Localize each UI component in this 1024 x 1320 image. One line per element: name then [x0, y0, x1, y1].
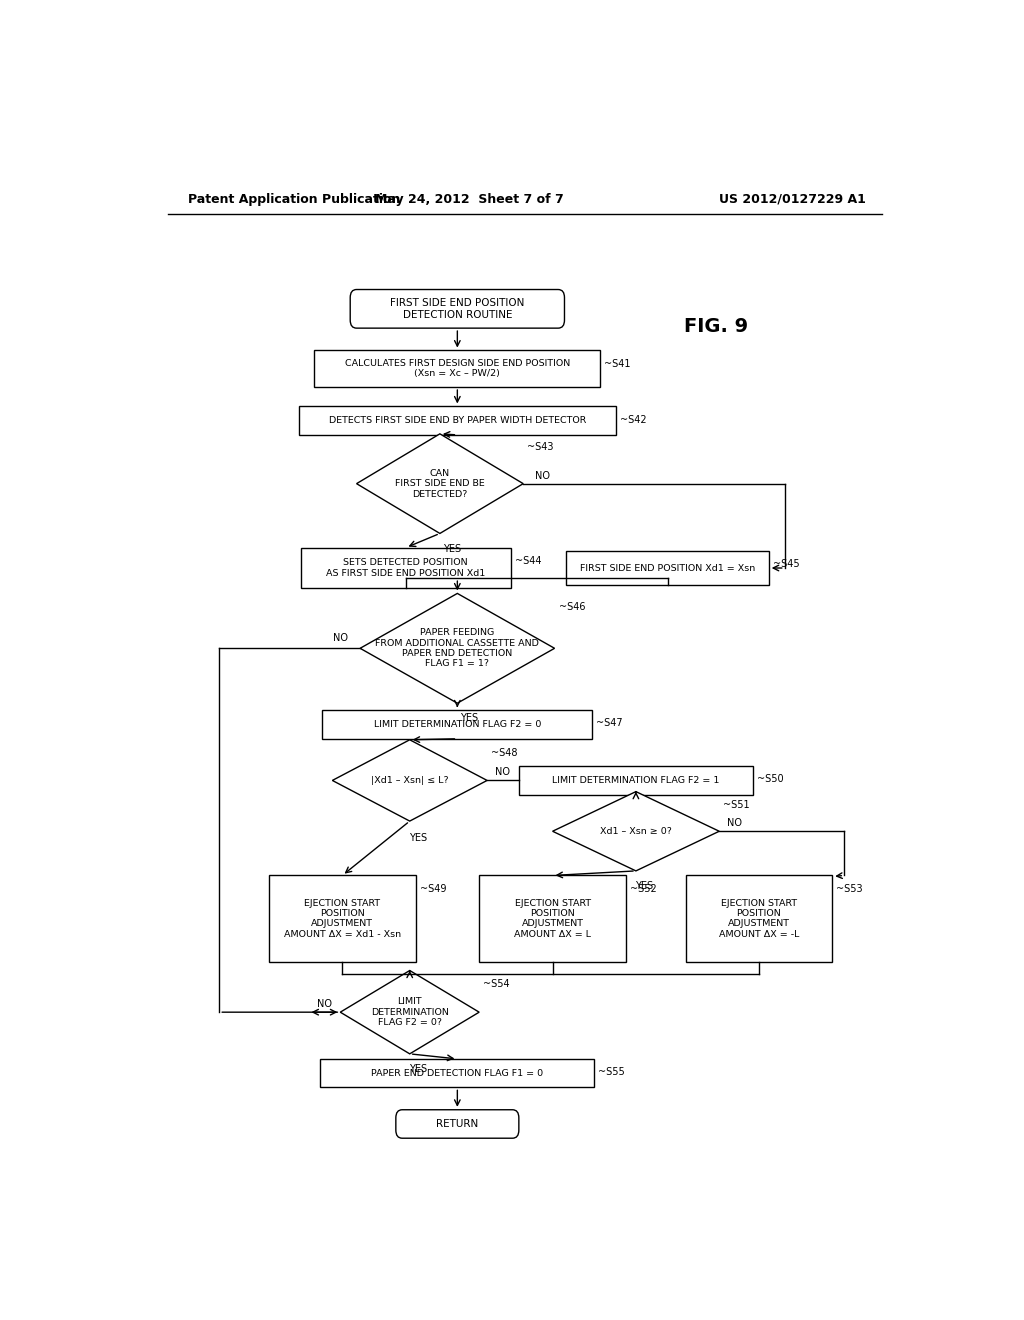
Text: NO: NO	[536, 470, 550, 480]
Polygon shape	[333, 739, 487, 821]
Text: YES: YES	[409, 1064, 427, 1074]
Text: ~S49: ~S49	[420, 883, 446, 894]
Bar	[566, 550, 769, 585]
Polygon shape	[360, 594, 555, 704]
Bar	[323, 710, 592, 739]
Text: ~S46: ~S46	[558, 602, 585, 611]
Text: YES: YES	[409, 833, 427, 843]
Text: ~S48: ~S48	[492, 748, 517, 758]
Text: ~S42: ~S42	[620, 414, 647, 425]
Text: ~S47: ~S47	[596, 718, 623, 729]
Text: NO: NO	[333, 634, 348, 643]
Bar	[314, 351, 600, 387]
Text: US 2012/0127229 A1: US 2012/0127229 A1	[719, 193, 866, 206]
Text: CALCULATES FIRST DESIGN SIDE END POSITION
(Xsn = Xc – PW/2): CALCULATES FIRST DESIGN SIDE END POSITIO…	[345, 359, 570, 379]
Polygon shape	[340, 970, 479, 1053]
Text: ~S54: ~S54	[483, 978, 510, 989]
Text: DETECTS FIRST SIDE END BY PAPER WIDTH DETECTOR: DETECTS FIRST SIDE END BY PAPER WIDTH DE…	[329, 416, 586, 425]
Bar	[321, 1059, 594, 1088]
Polygon shape	[356, 434, 523, 533]
Text: ~S52: ~S52	[630, 883, 656, 894]
Text: ~S50: ~S50	[757, 775, 783, 784]
Text: RETURN: RETURN	[436, 1119, 478, 1129]
Bar	[269, 875, 416, 962]
Text: NO: NO	[317, 999, 333, 1008]
Text: YES: YES	[635, 880, 653, 891]
Bar	[301, 548, 511, 589]
Text: FIRST SIDE END POSITION Xd1 = Xsn: FIRST SIDE END POSITION Xd1 = Xsn	[580, 564, 756, 573]
Bar	[519, 766, 753, 795]
Text: LIMIT
DETERMINATION
FLAG F2 = 0?: LIMIT DETERMINATION FLAG F2 = 0?	[371, 998, 449, 1027]
Text: FIG. 9: FIG. 9	[684, 317, 748, 335]
Text: ~S53: ~S53	[837, 883, 863, 894]
Text: PAPER FEEDING
FROM ADDITIONAL CASSETTE AND
PAPER END DETECTION
FLAG F1 = 1?: PAPER FEEDING FROM ADDITIONAL CASSETTE A…	[376, 628, 540, 668]
Bar	[479, 875, 626, 962]
Text: EJECTION START
POSITION
ADJUSTMENT
AMOUNT ΔX = -L: EJECTION START POSITION ADJUSTMENT AMOUN…	[719, 899, 799, 939]
Text: ~S44: ~S44	[515, 556, 542, 566]
Text: May 24, 2012  Sheet 7 of 7: May 24, 2012 Sheet 7 of 7	[375, 193, 563, 206]
Text: PAPER END DETECTION FLAG F1 = 0: PAPER END DETECTION FLAG F1 = 0	[372, 1069, 544, 1077]
Text: NO: NO	[727, 818, 742, 828]
FancyBboxPatch shape	[350, 289, 564, 329]
Text: CAN
FIRST SIDE END BE
DETECTED?: CAN FIRST SIDE END BE DETECTED?	[395, 469, 484, 499]
Text: ~S55: ~S55	[598, 1067, 625, 1077]
FancyBboxPatch shape	[396, 1110, 519, 1138]
Text: YES: YES	[460, 713, 478, 723]
Text: ~S41: ~S41	[604, 359, 631, 368]
Text: EJECTION START
POSITION
ADJUSTMENT
AMOUNT ΔX = Xd1 - Xsn: EJECTION START POSITION ADJUSTMENT AMOUN…	[284, 899, 400, 939]
Text: YES: YES	[442, 544, 461, 553]
Bar	[685, 875, 833, 962]
Text: LIMIT DETERMINATION FLAG F2 = 1: LIMIT DETERMINATION FLAG F2 = 1	[552, 776, 720, 785]
Text: ~S45: ~S45	[773, 558, 800, 569]
Text: Xd1 – Xsn ≥ 0?: Xd1 – Xsn ≥ 0?	[600, 826, 672, 836]
Text: SETS DETECTED POSITION
AS FIRST SIDE END POSITION Xd1: SETS DETECTED POSITION AS FIRST SIDE END…	[326, 558, 485, 578]
Text: |Xd1 – Xsn| ≤ L?: |Xd1 – Xsn| ≤ L?	[371, 776, 449, 785]
Text: Patent Application Publication: Patent Application Publication	[187, 193, 400, 206]
Polygon shape	[553, 792, 719, 871]
Text: ~S51: ~S51	[723, 800, 750, 809]
Text: EJECTION START
POSITION
ADJUSTMENT
AMOUNT ΔX = L: EJECTION START POSITION ADJUSTMENT AMOUN…	[514, 899, 591, 939]
Bar	[299, 407, 616, 434]
Text: ~S43: ~S43	[527, 442, 554, 451]
Text: LIMIT DETERMINATION FLAG F2 = 0: LIMIT DETERMINATION FLAG F2 = 0	[374, 719, 541, 729]
Text: NO: NO	[495, 767, 510, 777]
Text: FIRST SIDE END POSITION
DETECTION ROUTINE: FIRST SIDE END POSITION DETECTION ROUTIN…	[390, 298, 524, 319]
